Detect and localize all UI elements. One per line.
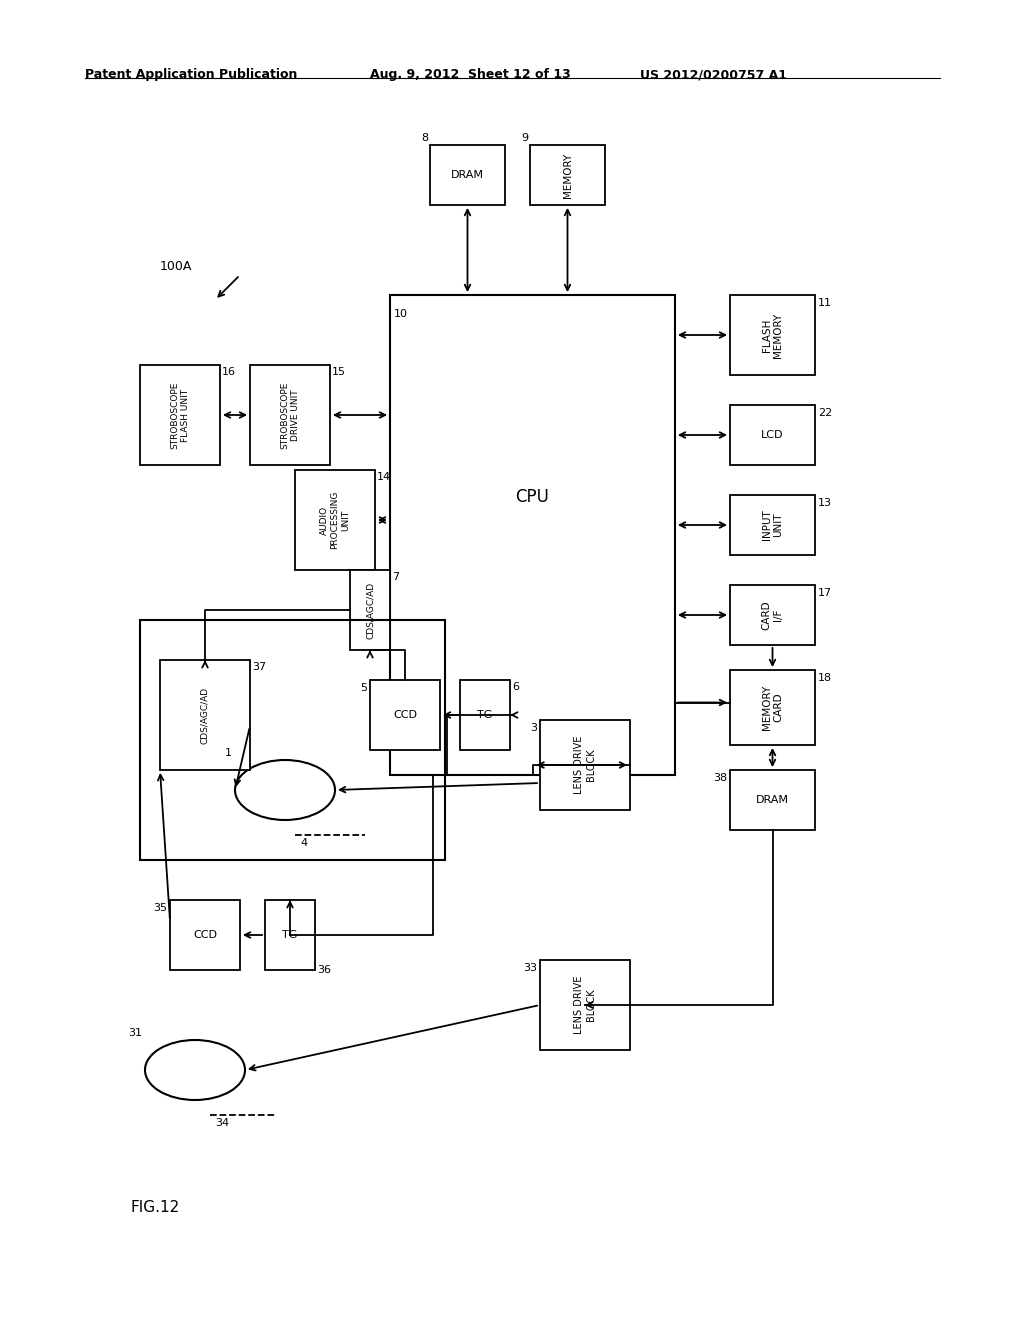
- Bar: [460, 680, 510, 750]
- Text: 34: 34: [215, 1118, 229, 1129]
- Text: 13: 13: [818, 498, 831, 508]
- Text: 22: 22: [818, 408, 833, 418]
- Text: STROBOSCOPE
DRIVE UNIT: STROBOSCOPE DRIVE UNIT: [281, 381, 300, 449]
- Text: MEMORY: MEMORY: [562, 152, 572, 198]
- Text: 5: 5: [360, 682, 367, 693]
- Bar: [730, 495, 815, 554]
- Text: CPU: CPU: [515, 487, 550, 506]
- Bar: [430, 145, 505, 205]
- Text: 15: 15: [332, 367, 346, 378]
- Text: CCD: CCD: [393, 710, 417, 719]
- Bar: [160, 660, 250, 770]
- Text: CARD
I/F: CARD I/F: [762, 601, 783, 630]
- Text: 8: 8: [421, 133, 428, 143]
- Text: 7: 7: [392, 572, 399, 582]
- Bar: [295, 470, 375, 570]
- Text: Patent Application Publication: Patent Application Publication: [85, 69, 297, 81]
- Text: 31: 31: [128, 1028, 142, 1038]
- Text: US 2012/0200757 A1: US 2012/0200757 A1: [640, 69, 787, 81]
- Text: 33: 33: [523, 964, 537, 973]
- Text: DRAM: DRAM: [756, 795, 790, 805]
- Text: DRAM: DRAM: [451, 170, 484, 180]
- Text: STROBOSCOPE
FLASH UNIT: STROBOSCOPE FLASH UNIT: [170, 381, 189, 449]
- Bar: [540, 719, 630, 810]
- Text: LENS DRIVE
BLOCK: LENS DRIVE BLOCK: [574, 735, 596, 795]
- Ellipse shape: [145, 1040, 245, 1100]
- Text: CDS/AGC/AD: CDS/AGC/AD: [366, 581, 375, 639]
- Bar: [730, 585, 815, 645]
- Bar: [140, 620, 445, 861]
- Bar: [265, 900, 315, 970]
- Text: CDS/AGC/AD: CDS/AGC/AD: [201, 686, 210, 743]
- Bar: [530, 145, 605, 205]
- Text: 4: 4: [300, 838, 307, 847]
- Text: LCD: LCD: [761, 430, 783, 440]
- Text: 10: 10: [394, 309, 408, 319]
- Text: TG: TG: [477, 710, 493, 719]
- Bar: [350, 570, 390, 649]
- Text: 6: 6: [512, 682, 519, 692]
- Text: CCD: CCD: [193, 931, 217, 940]
- Bar: [730, 671, 815, 744]
- Text: FLASH
MEMORY: FLASH MEMORY: [762, 313, 783, 358]
- Bar: [250, 366, 330, 465]
- Bar: [540, 960, 630, 1049]
- Text: TG: TG: [283, 931, 298, 940]
- Text: 36: 36: [317, 965, 331, 975]
- Text: AUDIO
PROCESSING
UNIT: AUDIO PROCESSING UNIT: [321, 491, 350, 549]
- Text: 11: 11: [818, 298, 831, 308]
- Bar: [390, 294, 675, 775]
- Bar: [140, 366, 220, 465]
- Text: Aug. 9, 2012  Sheet 12 of 13: Aug. 9, 2012 Sheet 12 of 13: [370, 69, 570, 81]
- Text: 17: 17: [818, 587, 833, 598]
- Text: 37: 37: [252, 663, 266, 672]
- Text: 3: 3: [530, 723, 537, 733]
- Text: 9: 9: [521, 133, 528, 143]
- Text: LENS DRIVE
BLOCK: LENS DRIVE BLOCK: [574, 975, 596, 1034]
- Bar: [730, 770, 815, 830]
- Text: MEMORY
CARD: MEMORY CARD: [762, 685, 783, 730]
- Text: 100A: 100A: [160, 260, 193, 273]
- Text: 35: 35: [153, 903, 167, 913]
- Bar: [170, 900, 240, 970]
- Ellipse shape: [234, 760, 335, 820]
- Text: 14: 14: [377, 473, 391, 482]
- Text: 1: 1: [225, 748, 232, 758]
- Text: 16: 16: [222, 367, 236, 378]
- Bar: [730, 294, 815, 375]
- Bar: [370, 680, 440, 750]
- Text: FIG.12: FIG.12: [130, 1200, 179, 1214]
- Text: 18: 18: [818, 673, 833, 682]
- Text: 38: 38: [713, 774, 727, 783]
- Text: INPUT
UNIT: INPUT UNIT: [762, 510, 783, 540]
- Bar: [730, 405, 815, 465]
